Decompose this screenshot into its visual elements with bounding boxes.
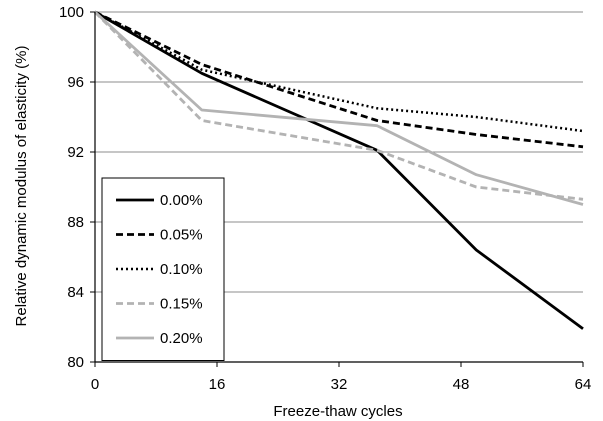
legend-label: 0.00% — [160, 192, 203, 209]
series-line — [94, 10, 584, 133]
series-line — [94, 10, 584, 206]
y-tick-label: 92 — [67, 144, 84, 161]
series-line — [94, 10, 584, 149]
tick-labels: 80 84 88 92 96 100 0 16 32 48 64 — [59, 4, 591, 393]
legend-label: 0.20% — [160, 330, 203, 347]
y-tick-label: 80 — [67, 354, 84, 371]
x-axis-title: Freeze-thaw cycles — [273, 403, 402, 420]
x-tick-label: 64 — [575, 376, 592, 393]
x-tick-label: 48 — [453, 376, 470, 393]
series-line — [94, 11, 584, 201]
y-tick-label: 88 — [67, 214, 84, 231]
x-tick-label: 32 — [331, 376, 348, 393]
legend-label: 0.05% — [160, 227, 203, 244]
legend-label: 0.15% — [160, 296, 203, 313]
legend-label: 0.10% — [160, 261, 203, 278]
x-tick-label: 16 — [209, 376, 226, 393]
y-tick-label: 96 — [67, 74, 84, 91]
y-axis-title: Relative dynamic modulus of elasticity (… — [13, 46, 30, 327]
axes — [90, 11, 584, 367]
y-tick-label: 84 — [67, 284, 84, 301]
series-lines — [94, 10, 584, 330]
legend: 0.00% 0.05% 0.10% 0.15% 0.20% — [101, 177, 225, 361]
y-tick-label: 100 — [59, 4, 84, 21]
x-tick-label: 0 — [91, 376, 99, 393]
